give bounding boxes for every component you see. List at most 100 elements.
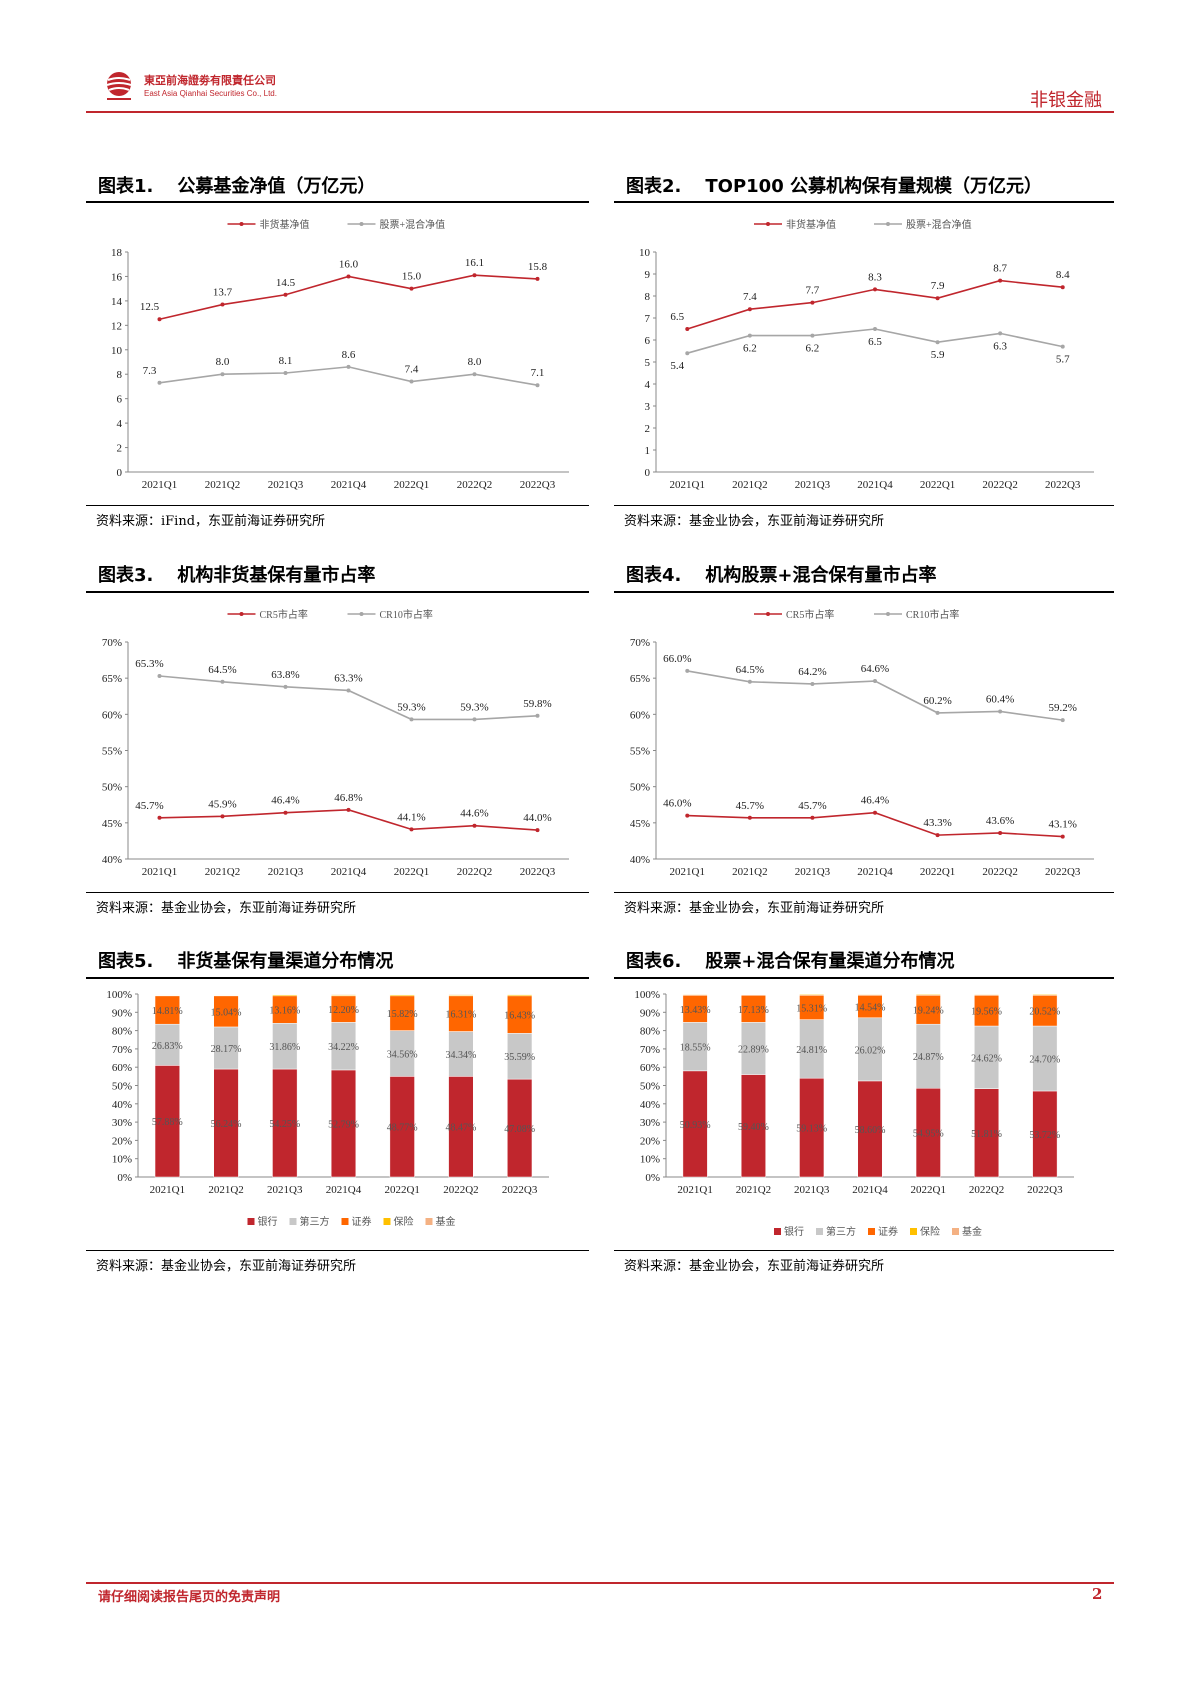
y-tick-label: 80% — [112, 1026, 132, 1038]
legend-marker — [239, 612, 244, 616]
data-label: 65.3% — [135, 658, 163, 670]
x-tick-label: 2021Q2 — [732, 866, 767, 878]
data-label: 6.5 — [868, 336, 882, 348]
data-label: 14.54% — [855, 1003, 886, 1014]
chart-source: 资料来源：基金业协会，东亚前海证券研究所 — [624, 901, 885, 916]
y-tick-label: 90% — [112, 1007, 132, 1019]
x-tick-label: 2022Q3 — [1045, 479, 1081, 491]
data-label: 15.8 — [528, 261, 548, 273]
chart-4: 40% 45% 50% 55% 60% 65% 70% 2021Q1 2021Q2 2021Q3 2… — [630, 608, 1094, 878]
data-point — [935, 296, 940, 301]
data-label: 44.6% — [460, 808, 488, 820]
x-tick-label: 2022Q2 — [443, 1184, 478, 1196]
data-label: 24.81% — [796, 1045, 827, 1056]
x-tick-label: 2021Q4 — [852, 1184, 888, 1196]
x-tick-label: 2022Q3 — [520, 866, 556, 878]
data-label: 6.2 — [743, 343, 757, 355]
data-label: 31.86% — [269, 1042, 300, 1053]
chart-6: 0% 10% 20% 30% 40% 50% 60% 70% 80% 90% 100% 2021Q1 2… — [634, 989, 1074, 1238]
y-tick-label: 0% — [645, 1172, 660, 1184]
logo-globe-icon — [106, 72, 132, 100]
company-name-en: East Asia Qianhai Securities Co., Ltd. — [144, 89, 277, 98]
source-rule — [86, 892, 589, 893]
data-point — [935, 710, 940, 715]
data-point — [873, 287, 877, 292]
data-point — [220, 372, 225, 377]
y-tick-label: 90% — [640, 1007, 660, 1019]
legend-label: 股票+混合净值 — [380, 218, 446, 231]
data-point — [935, 340, 940, 345]
data-point — [535, 383, 540, 388]
data-label: 14.5 — [276, 277, 296, 289]
y-tick-label: 10 — [111, 345, 123, 357]
legend-swatch — [774, 1228, 781, 1235]
data-point — [472, 717, 477, 722]
y-tick-label: 40% — [112, 1099, 132, 1111]
data-point — [409, 286, 414, 291]
y-tick-label: 45% — [630, 818, 650, 830]
chart-3: 40% 45% 50% 55% 60% 65% 70% 2021Q1 2021Q2 2021Q3 2… — [102, 608, 569, 878]
x-tick-label: 2021Q3 — [268, 479, 304, 491]
y-tick-label: 65% — [102, 673, 122, 685]
data-label: 64.5% — [736, 664, 764, 676]
legend-label: CR10市占率 — [906, 608, 959, 621]
bar-segment-第三方 — [272, 1023, 298, 1070]
y-tick-label: 10 — [639, 247, 651, 259]
bar-segment-证券 — [740, 995, 766, 1023]
legend-marker — [766, 612, 770, 616]
y-tick-label: 10% — [640, 1154, 660, 1166]
data-label: 7.4 — [743, 291, 757, 303]
chart-title-4: 图表4. 机构股票+混合保有量市占率 — [626, 561, 936, 587]
x-tick-label: 2022Q2 — [457, 479, 492, 491]
data-label: 63.3% — [334, 672, 362, 684]
x-tick-label: 2021Q3 — [794, 1184, 830, 1196]
chart-source: 资料来源：基金业协会，东亚前海证券研究所 — [624, 514, 885, 529]
legend-label: 基金 — [436, 1215, 456, 1228]
legend-marker — [886, 222, 890, 226]
legend-swatch — [952, 1228, 959, 1235]
chart-title-2: 图表2. TOP100 公募机构保有量规模（万亿元） — [626, 172, 1042, 198]
data-point — [472, 273, 477, 278]
data-label: 44.0% — [523, 812, 551, 824]
data-point — [220, 679, 225, 684]
data-label: 56.24% — [211, 1119, 242, 1130]
data-label: 12.20% — [328, 1005, 359, 1016]
chart-number: 图表2. — [626, 176, 682, 197]
data-label: 59.13% — [796, 1124, 827, 1135]
data-label: 66.0% — [663, 653, 691, 665]
chart-title-3: 图表3. 机构非货基保有量市占率 — [98, 561, 375, 587]
y-tick-label: 6 — [117, 394, 123, 406]
bar-segment-银行 — [272, 1068, 298, 1178]
data-point — [685, 813, 690, 818]
data-label: 46.4% — [271, 795, 299, 807]
legend-marker — [886, 612, 890, 616]
data-label: 8.4 — [1056, 269, 1070, 281]
bar-segment-银行 — [682, 1070, 708, 1178]
footer-divider — [86, 1582, 1114, 1584]
y-tick-label: 55% — [102, 746, 122, 758]
bar-segment-证券 — [154, 995, 180, 1025]
data-point — [1060, 834, 1065, 839]
y-tick-label: 4 — [645, 379, 651, 391]
bar-segment-第三方 — [330, 1022, 357, 1071]
data-point — [535, 713, 540, 718]
chart-source: 资料来源：基金业协会，东亚前海证券研究所 — [96, 1259, 357, 1274]
legend-swatch — [341, 1218, 349, 1225]
bar-segment-证券 — [682, 995, 708, 1023]
chart-title-1: 图表1. 公募基金净值（万亿元） — [98, 172, 375, 198]
legend-marker — [359, 222, 364, 226]
x-tick-label: 2021Q1 — [677, 1184, 712, 1196]
y-tick-label: 18 — [111, 247, 123, 259]
data-point — [1060, 285, 1065, 290]
y-tick-label: 2 — [117, 443, 123, 455]
x-tick-label: 2021Q4 — [326, 1184, 362, 1196]
y-tick-label: 8 — [117, 369, 123, 381]
y-tick-label: 100% — [634, 989, 660, 1001]
source-rule — [614, 505, 1114, 506]
data-label: 58.60% — [855, 1125, 886, 1136]
x-tick-label: 2021Q2 — [732, 479, 767, 491]
legend-swatch — [383, 1218, 391, 1225]
legend-label: 股票+混合净值 — [906, 218, 972, 231]
data-label: 59.8% — [523, 698, 551, 710]
data-label: 46.8% — [334, 792, 362, 804]
